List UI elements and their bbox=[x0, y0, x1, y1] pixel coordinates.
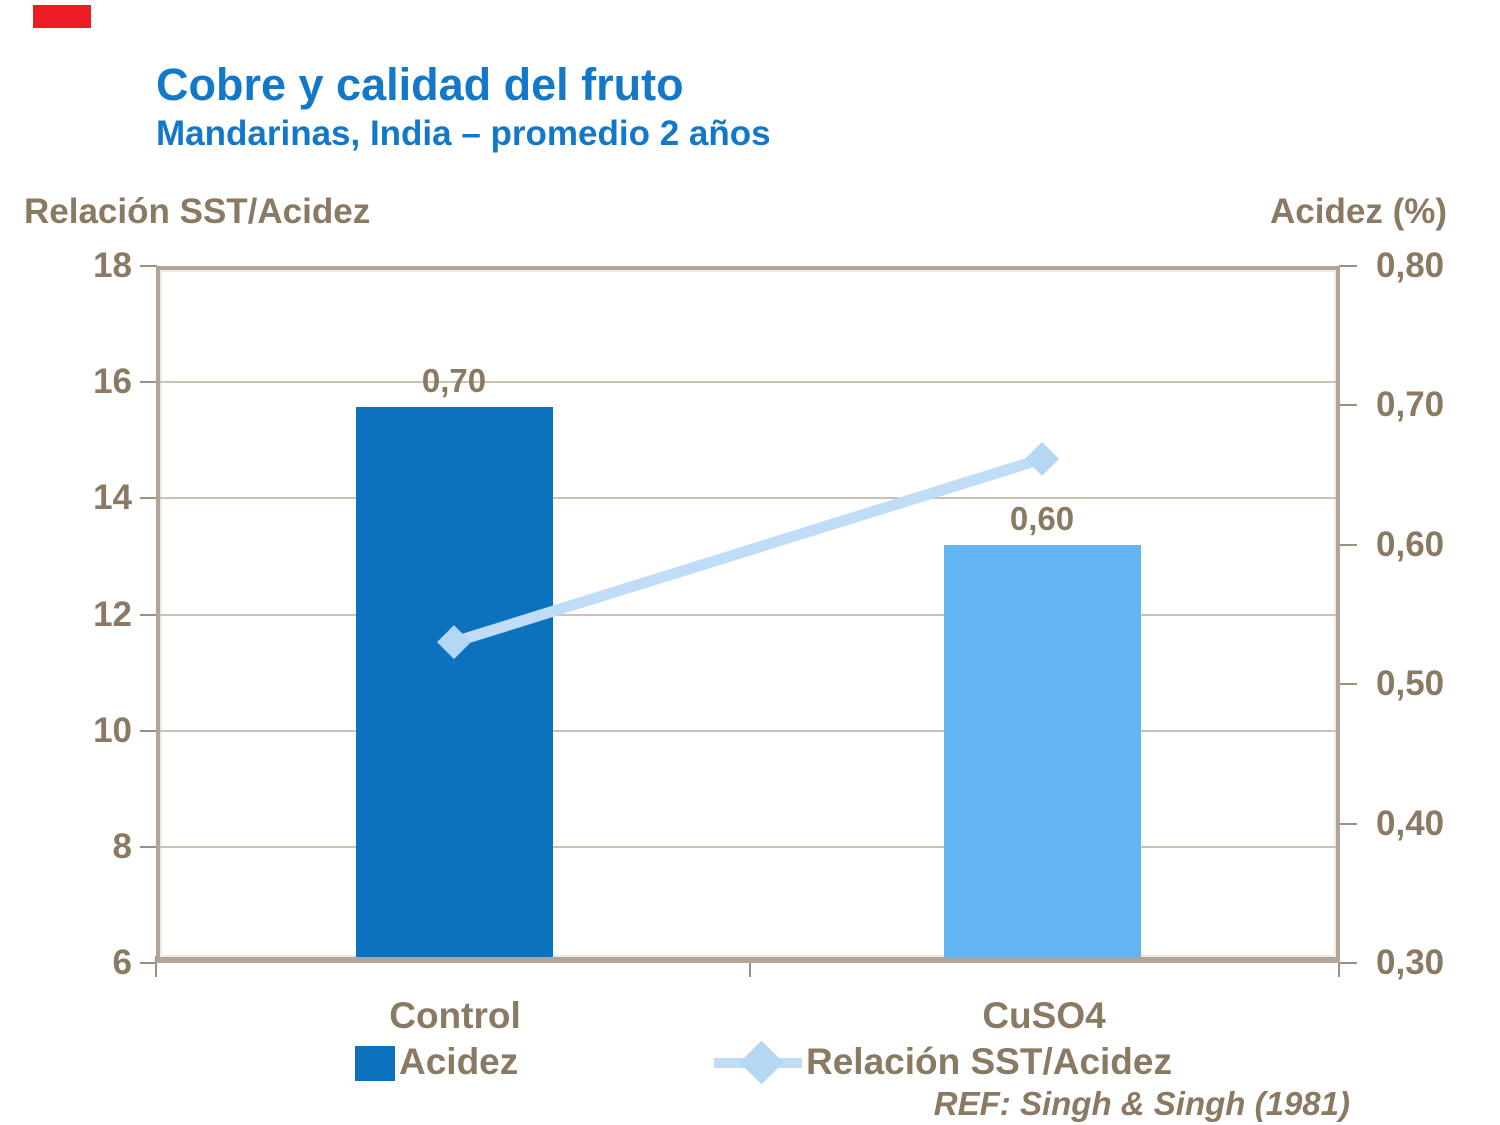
diamond-marker-icon bbox=[1025, 441, 1059, 476]
gridline bbox=[160, 614, 1336, 616]
red-corner-mark bbox=[33, 5, 91, 28]
line-layer bbox=[437, 441, 1059, 660]
bar-cuso4 bbox=[943, 544, 1141, 957]
plot-area: 0,70 0,60 bbox=[156, 266, 1340, 963]
bar-value-label: 0,70 bbox=[421, 362, 487, 400]
gridline bbox=[160, 497, 1336, 499]
diamond-marker-icon bbox=[739, 1040, 784, 1085]
axis-tick bbox=[1339, 544, 1357, 546]
right-axis-title: Acidez (%) bbox=[1270, 192, 1447, 231]
diamond-marker-icon bbox=[437, 625, 471, 660]
legend-label-sst: Relación SST/Acidez bbox=[806, 1041, 1172, 1082]
category-label-control: Control bbox=[389, 995, 521, 1036]
axis-tick bbox=[749, 956, 751, 977]
chart-title: Cobre y calidad del fruto bbox=[156, 59, 684, 110]
right-tick-label: 0,70 bbox=[1376, 385, 1445, 424]
left-tick-label: 8 bbox=[112, 827, 132, 866]
right-tick-label: 0,40 bbox=[1376, 804, 1445, 843]
axis-tick bbox=[1339, 962, 1357, 964]
gridline bbox=[160, 381, 1336, 383]
axis-tick bbox=[140, 962, 157, 964]
bar-control bbox=[355, 407, 553, 957]
right-tick-label: 0,80 bbox=[1376, 246, 1445, 285]
axis-tick bbox=[1338, 956, 1340, 977]
left-tick-label: 16 bbox=[93, 362, 132, 401]
left-tick-label: 18 bbox=[93, 246, 132, 285]
left-axis-title: Relación SST/Acidez bbox=[24, 192, 371, 231]
left-tick-label: 10 bbox=[93, 711, 132, 750]
right-tick-label: 0,50 bbox=[1376, 664, 1445, 703]
gridline bbox=[160, 730, 1336, 732]
legend-bar-swatch bbox=[355, 1046, 395, 1081]
legend-label-acidez: Acidez bbox=[399, 1041, 519, 1082]
axis-tick bbox=[1339, 683, 1357, 685]
axis-tick bbox=[1339, 823, 1357, 825]
axis-tick bbox=[140, 265, 157, 267]
right-tick-label: 0,60 bbox=[1376, 525, 1445, 564]
axis-tick bbox=[140, 614, 157, 616]
reference-note: REF: Singh & Singh (1981) bbox=[933, 1085, 1350, 1122]
sst-line bbox=[452, 453, 1044, 648]
gridline bbox=[160, 846, 1336, 848]
category-label-cuso4: CuSO4 bbox=[982, 995, 1106, 1036]
left-tick-label: 6 bbox=[112, 943, 132, 982]
axis-tick bbox=[140, 497, 157, 499]
chart-subtitle: Mandarinas, India – promedio 2 años bbox=[156, 114, 771, 153]
axis-tick bbox=[1339, 404, 1357, 406]
left-tick-label: 14 bbox=[93, 478, 132, 517]
axis-tick bbox=[155, 956, 157, 977]
axis-tick bbox=[140, 381, 157, 383]
axis-tick bbox=[1339, 265, 1357, 267]
axis-tick bbox=[140, 846, 157, 848]
right-tick-label: 0,30 bbox=[1376, 943, 1445, 982]
left-tick-label: 12 bbox=[93, 595, 132, 634]
axis-tick bbox=[140, 730, 157, 732]
bar-value-label: 0,60 bbox=[1009, 499, 1075, 537]
